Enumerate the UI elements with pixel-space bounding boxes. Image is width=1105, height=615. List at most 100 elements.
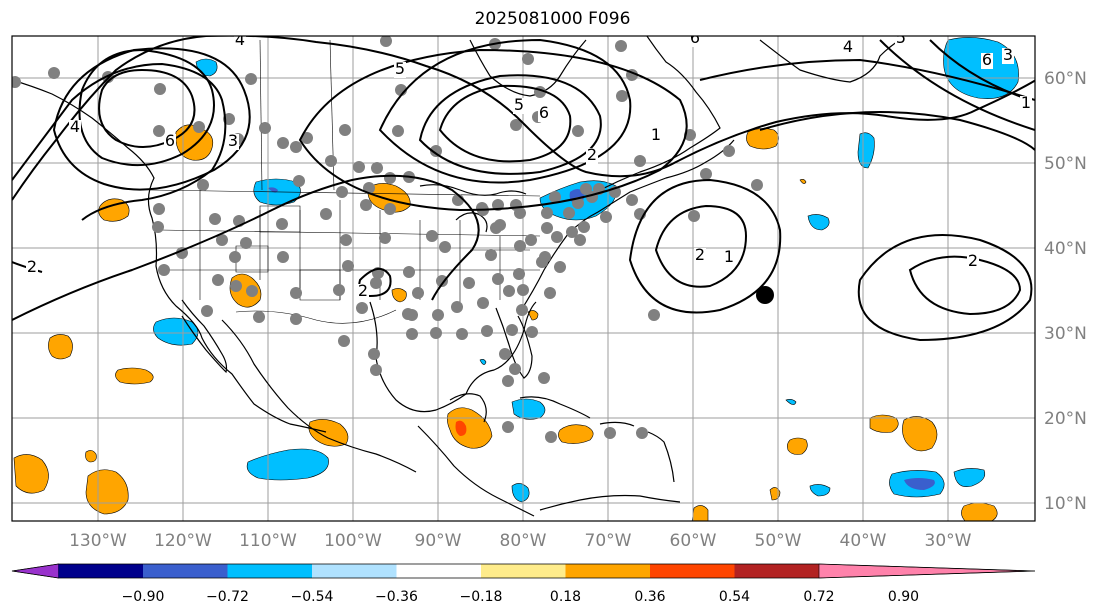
station-dot (615, 40, 627, 52)
graticule (12, 36, 1035, 521)
colorbar-tick-label: 0.54 (719, 589, 750, 605)
longitude-label: 90°W (415, 531, 462, 551)
station-dot (525, 234, 537, 246)
station-dot (494, 219, 506, 231)
station-dot (379, 232, 391, 244)
colorbar-tick-label: 0.18 (550, 589, 581, 605)
station-dot (152, 221, 164, 233)
station-dot (536, 256, 548, 268)
colorbar (11, 563, 1036, 579)
anomaly-blob (746, 128, 779, 150)
station-dot (502, 375, 514, 387)
station-dot (412, 287, 424, 299)
anomaly-blob (511, 483, 530, 503)
station-dot (277, 251, 289, 263)
station-dot (293, 175, 305, 187)
station-dot (538, 372, 550, 384)
station-dot (370, 364, 382, 376)
longitude-label: 30°W (925, 531, 972, 551)
station-dot (153, 203, 165, 215)
storm-center-marker (756, 286, 774, 304)
contour-label-bg (227, 134, 239, 150)
contour-label-bg (26, 260, 38, 276)
station-dot (340, 234, 352, 246)
contour-label: 6 (165, 131, 175, 150)
contour-label: 6 (690, 28, 700, 47)
station-dot (406, 328, 418, 340)
anomaly-blob (809, 484, 831, 497)
station-dot (430, 145, 442, 157)
station-dot (154, 83, 166, 95)
station-dot (201, 305, 213, 317)
colorbar-tick-label: −0.18 (460, 589, 503, 605)
station-dot (245, 73, 257, 85)
station-dot (430, 327, 442, 339)
station-dot (276, 218, 288, 230)
anomaly-blob (85, 450, 97, 463)
anomaly-blob (308, 419, 349, 447)
colorbar-extend-min (11, 563, 59, 579)
station-dot (517, 284, 529, 296)
colorbar-tick-label: 0.72 (803, 589, 834, 605)
anomaly-blob (953, 468, 986, 487)
station-dot (456, 328, 468, 340)
station-dot (193, 121, 205, 133)
contour-label-bg (164, 134, 176, 150)
contour-label-bg (357, 284, 369, 300)
station-dot (333, 284, 345, 296)
anomaly-blob (787, 437, 808, 455)
chart-title: 2025081000 F096 (474, 9, 631, 29)
station-dot (336, 186, 348, 198)
station-dot (485, 249, 497, 261)
contour-label-bg (1002, 48, 1014, 64)
colorbar-tick-label: −0.54 (291, 589, 334, 605)
station-dot (370, 277, 382, 289)
station-dot (463, 277, 475, 289)
station-dot (384, 203, 396, 215)
station-dot (240, 237, 252, 249)
contour-label: 4 (70, 117, 80, 136)
contour-label-bg (234, 36, 246, 49)
anomaly-blob (367, 183, 411, 213)
station-dot (325, 155, 337, 167)
station-dot (277, 137, 289, 149)
station-dot (253, 311, 265, 323)
station-dot (574, 234, 586, 246)
contour-label-bg (895, 36, 907, 47)
station-dot (636, 427, 648, 439)
longitude-label: 40°W (840, 531, 887, 551)
contour-label: 2 (968, 251, 978, 270)
station-dot (549, 191, 561, 203)
station-dot (153, 125, 165, 137)
colorbar-segment (481, 564, 566, 578)
station-dot (246, 285, 258, 297)
station-dot (259, 122, 271, 134)
station-dot (360, 199, 372, 211)
longitude-axis: 130°W 120°W 110°W 100°W 90°W 80°W 70°W 6… (69, 531, 972, 551)
station-dot (197, 179, 209, 191)
station-dot (451, 301, 463, 313)
anomaly-blob (115, 367, 154, 385)
political-boundaries (149, 39, 541, 324)
contour-label-bg (586, 148, 598, 164)
station-dot (12, 76, 21, 88)
contour-labels: 4566465561236421212322 (26, 28, 1032, 300)
station-dot (503, 285, 515, 297)
contour-label-bg (967, 254, 979, 270)
station-dot (229, 251, 241, 263)
station-dot (541, 207, 553, 219)
anomaly-blob (479, 359, 487, 365)
station-dot (514, 240, 526, 252)
contour-label: 1 (651, 125, 661, 144)
latitude-label: 10°N (1044, 494, 1087, 514)
station-dot (338, 335, 350, 347)
anomaly-blob (98, 198, 130, 222)
colorbar-segment (565, 564, 650, 578)
station-dot (403, 266, 415, 278)
anomaly-blob (455, 420, 467, 436)
station-dot (648, 309, 660, 321)
colorbar-segment (143, 564, 228, 578)
station-dot (516, 304, 528, 316)
contour-label: 2 (358, 281, 368, 300)
station-dot (290, 141, 302, 153)
